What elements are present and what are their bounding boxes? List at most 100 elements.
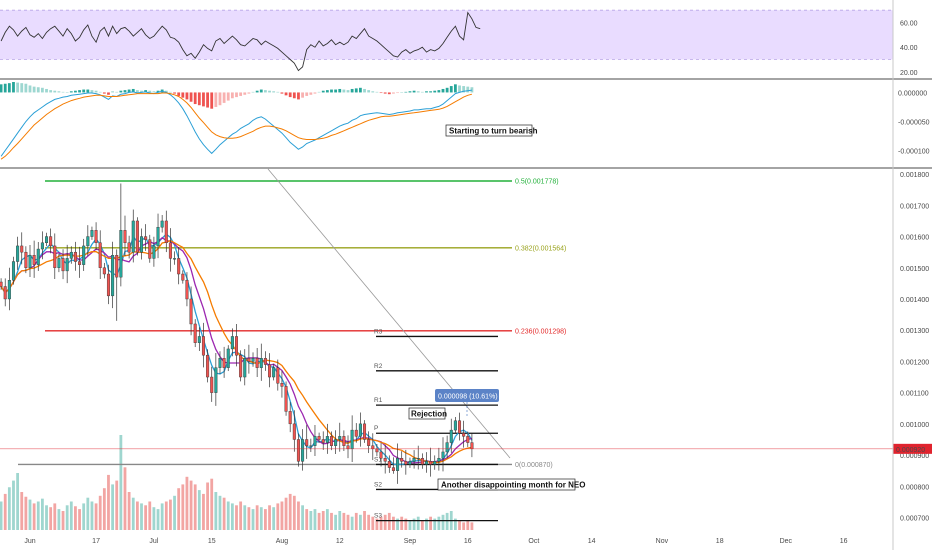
- macd-histogram-bar: [16, 82, 20, 93]
- candle-body: [28, 255, 32, 268]
- volume-bar: [420, 520, 424, 530]
- candle-body: [433, 461, 437, 465]
- candle-body: [53, 245, 57, 268]
- volume-bar: [94, 503, 98, 530]
- candle-body: [189, 298, 193, 325]
- macd-histogram-bar: [135, 90, 139, 93]
- macd-signal-line: [0, 92, 473, 160]
- macd-histogram-bar: [94, 90, 98, 93]
- volume-bar: [40, 498, 44, 530]
- volume-bar: [354, 512, 358, 530]
- macd-histogram-bar: [462, 86, 466, 93]
- current-price-tag: [893, 443, 932, 454]
- volume-bar: [247, 507, 251, 530]
- month-note-box: [437, 478, 576, 491]
- rsi-tick-label: 20.00: [900, 70, 918, 77]
- candle-body: [309, 445, 313, 447]
- measure-tag-text: 0.000098 (10.61%) 98: [438, 393, 507, 400]
- volume-bar: [321, 511, 325, 530]
- price-tick-label: 0.000700: [900, 516, 929, 523]
- volume-bar: [0, 501, 3, 530]
- volume-bar: [288, 493, 292, 530]
- rsi-tick-label: 40.00: [900, 45, 918, 52]
- candle-body: [255, 358, 259, 368]
- macd-histogram-bar: [107, 92, 110, 95]
- candle-body: [449, 429, 453, 443]
- candle-body: [98, 242, 102, 268]
- pivot-label: S3: [374, 513, 382, 520]
- rejection-note-text: Rejection: [411, 410, 447, 419]
- volume-bar: [160, 503, 164, 530]
- macd-histogram-bar: [230, 92, 234, 99]
- candle-body: [20, 245, 24, 253]
- volume-bar: [338, 511, 342, 530]
- volume-bar: [185, 476, 189, 530]
- volume-bar: [458, 520, 461, 530]
- candle-body: [301, 439, 305, 462]
- current-price-label: 0.000920: [896, 447, 925, 454]
- candle-body: [305, 439, 309, 446]
- volume-bar: [359, 514, 362, 530]
- volume-bar: [119, 435, 123, 530]
- date-tick-label: 16: [464, 538, 472, 545]
- candle-body: [354, 429, 358, 437]
- volume-bar: [309, 511, 313, 530]
- candle-body: [420, 458, 424, 465]
- candle-body: [466, 436, 470, 443]
- volume-bar: [387, 512, 391, 530]
- volume-bar: [127, 492, 131, 530]
- volume-bar: [367, 514, 371, 530]
- candle-body: [383, 458, 387, 462]
- volume-bar: [412, 518, 416, 530]
- candle-body: [313, 436, 317, 446]
- macd-histogram-bar: [449, 86, 453, 93]
- volume-bar: [181, 484, 185, 530]
- volume-bar: [437, 516, 441, 530]
- macd-histogram-bar: [259, 89, 263, 93]
- volume-bar: [53, 503, 57, 530]
- volume-bar: [90, 501, 94, 530]
- volume-bar: [135, 501, 139, 530]
- candle-body: [416, 458, 420, 460]
- macd-histogram-bar: [338, 88, 342, 93]
- macd-histogram-bar: [40, 87, 44, 93]
- fib-level-label: 0.382(0.001564): [515, 245, 566, 252]
- candle-body: [276, 367, 280, 384]
- macd-histogram-bar: [264, 90, 267, 93]
- candle-body: [441, 451, 445, 459]
- candle-body: [16, 245, 20, 262]
- volume-bar: [12, 480, 15, 530]
- macd-tick-label: -0.000050: [898, 119, 930, 126]
- price-tick-label: 0.000900: [900, 453, 929, 460]
- price-tick-label: 0.001100: [900, 391, 929, 398]
- volume-bar: [156, 509, 160, 530]
- macd-histogram-bar: [185, 92, 189, 100]
- macd-histogram-bar: [437, 90, 441, 93]
- x-axis: Jun 17 Jul 15 Aug 12 Sep 16 Oct 14 Nov 18 Dec 16: [24, 538, 847, 545]
- volume-bar: [272, 507, 276, 530]
- macd-histogram-bar: [268, 90, 271, 93]
- pivot-label: S1: [374, 456, 382, 463]
- macd-histogram-bar: [317, 91, 321, 93]
- candle-body: [470, 442, 474, 450]
- candle-body: [379, 451, 383, 459]
- macd-histogram-bar: [387, 92, 391, 95]
- volume-bar: [152, 507, 156, 530]
- volume-bar: [462, 522, 466, 530]
- volume-bar: [292, 495, 296, 530]
- candle-body: [288, 411, 292, 425]
- candle-body: [458, 420, 462, 434]
- pivot-label: R1: [374, 397, 383, 404]
- volume-bar: [102, 488, 106, 530]
- rsi-tick-label: 60.00: [900, 21, 918, 28]
- macd-histogram-bar: [359, 87, 362, 93]
- macd-histogram-bar: [226, 92, 230, 101]
- volume-bar: [210, 478, 214, 530]
- macd-histogram-bar: [74, 90, 77, 93]
- macd-histogram-bar: [123, 90, 127, 93]
- macd-histogram-bar: [466, 86, 470, 93]
- candle-body: [259, 358, 263, 368]
- macd-histogram-bar: [334, 89, 338, 93]
- volume-bar: [264, 509, 267, 530]
